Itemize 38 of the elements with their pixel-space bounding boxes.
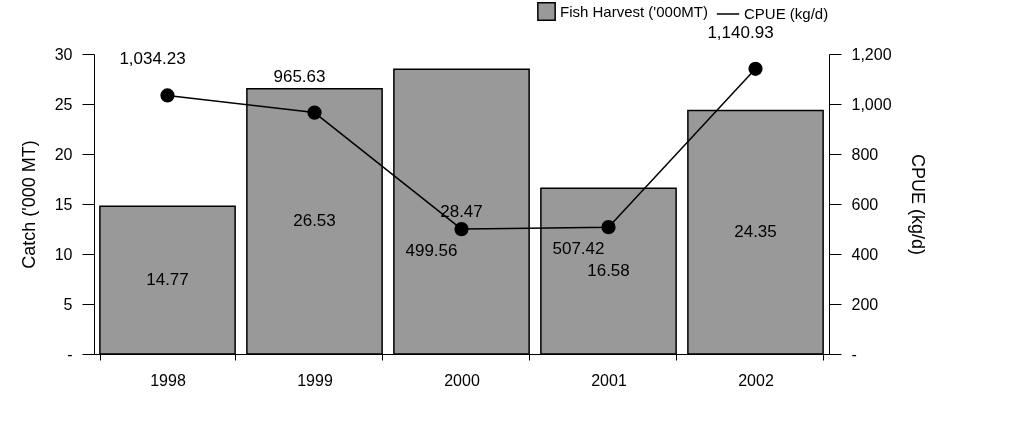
data-label: 16.58 — [587, 261, 630, 281]
y-tick-label: 15 — [54, 195, 73, 213]
y2-axis-title: CPUE (kg/d) — [907, 153, 928, 256]
y2-tick-label: 200 — [851, 295, 879, 313]
y2-tick-label: - — [851, 345, 857, 363]
y2-tick-label: 800 — [851, 145, 879, 163]
y-axis-title: Catch ('000 MT) — [18, 140, 39, 269]
y-tick-label: - — [67, 345, 73, 363]
x-tick-label: 1999 — [297, 371, 333, 389]
data-label: 28.47 — [440, 201, 483, 221]
point — [748, 61, 763, 76]
x-tick-label: 2001 — [591, 371, 627, 389]
y2-tick-label: 600 — [851, 195, 879, 213]
data-label: 24.35 — [734, 222, 777, 242]
y2-tick-label: 400 — [851, 245, 879, 263]
data-label: 1,140.93 — [707, 22, 774, 42]
y-tick-label: 25 — [54, 95, 73, 113]
y-tick-label: 20 — [54, 145, 73, 163]
data-label: 14.77 — [146, 270, 189, 290]
x-tick-label: 2000 — [444, 371, 480, 389]
data-label: 26.53 — [293, 211, 336, 231]
point — [454, 222, 469, 237]
data-label: 499.56 — [405, 241, 458, 261]
y-tick-label: 5 — [63, 295, 73, 313]
y2-tick-label: 1,000 — [851, 95, 892, 113]
legend-label: Fish Harvest ('000MT) — [560, 2, 708, 20]
point — [160, 88, 175, 103]
y-tick-label: 10 — [54, 245, 73, 263]
point — [307, 105, 322, 120]
y-tick-label: 30 — [54, 45, 73, 63]
data-label: 965.63 — [273, 66, 326, 86]
y2-tick-label: 1,200 — [851, 45, 892, 63]
x-tick-label: 2002 — [738, 371, 774, 389]
x-tick-label: 1998 — [150, 371, 186, 389]
legend-label: CPUE (kg/d) — [744, 5, 829, 22]
data-label: 507.42 — [552, 239, 605, 259]
data-label: 1,034.23 — [119, 49, 186, 69]
point — [601, 220, 616, 235]
